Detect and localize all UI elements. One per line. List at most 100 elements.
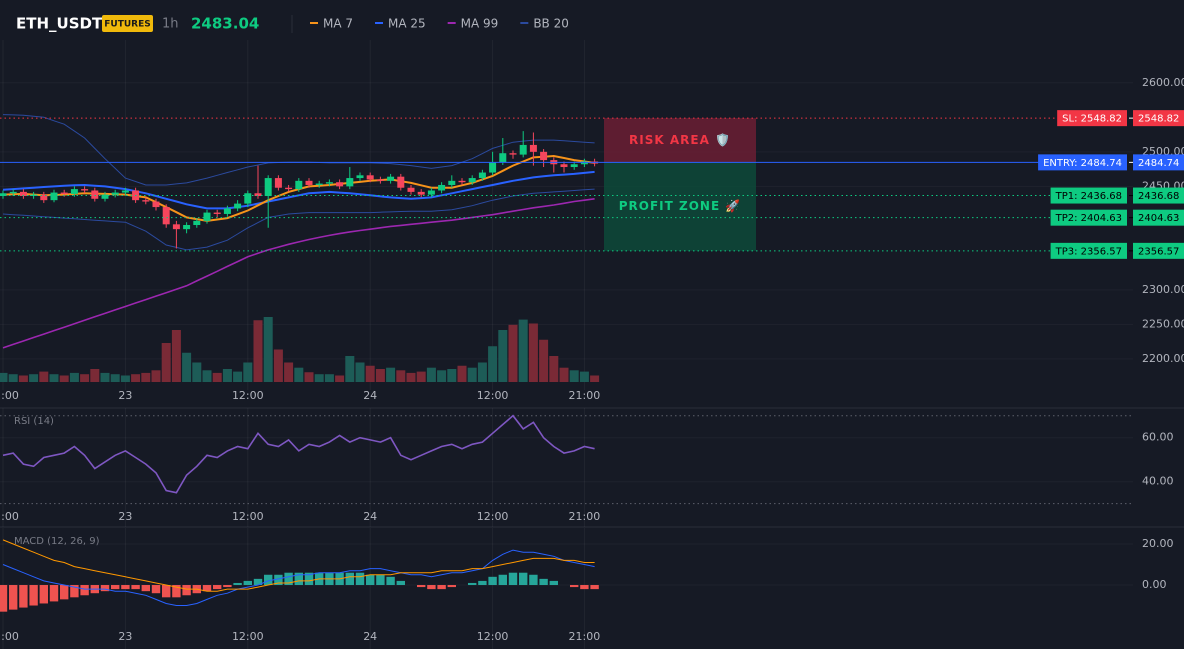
histogram-bar [529, 574, 538, 586]
histogram-bar [519, 572, 528, 586]
candle-body [40, 194, 48, 201]
candle-body [387, 176, 395, 181]
candle-body [30, 194, 38, 197]
level-badge [1050, 187, 1127, 204]
axis-badge [1133, 154, 1184, 171]
legend-label: MA 25 [388, 17, 426, 31]
volume-bar [488, 346, 498, 382]
candle-body [81, 189, 89, 191]
histogram-bar [478, 580, 487, 586]
volume-bar [131, 374, 141, 382]
x-tick-label: 12:00 [0, 510, 19, 523]
histogram-bar [111, 585, 120, 590]
x-tick-label: 24 [363, 630, 377, 643]
histogram-bar [182, 585, 191, 596]
volume-bar [304, 372, 314, 382]
volume-bar [202, 370, 212, 382]
histogram-bar [447, 585, 456, 588]
candle-body [213, 212, 221, 214]
candle-body [0, 193, 7, 197]
histogram-bar [39, 585, 48, 604]
histogram-bar [162, 585, 171, 598]
x-tick-label: 21:00 [569, 630, 601, 643]
candle-body [356, 175, 364, 179]
histogram-bar [121, 585, 130, 590]
x-tick-label: 24 [363, 389, 377, 402]
histogram-bar [488, 576, 497, 586]
candle-body [580, 161, 588, 165]
axis-label: 2436.68 [1138, 191, 1179, 202]
y-tick-label: 2200.00 [1142, 352, 1184, 365]
axis-badge [1133, 187, 1184, 204]
histogram-bar [417, 585, 426, 588]
x-tick-label: 12:00 [232, 630, 264, 643]
volume-bar [141, 372, 151, 382]
y-tick-label: 40.00 [1142, 475, 1174, 488]
candle-body [142, 200, 150, 202]
volume-bar [426, 367, 436, 382]
x-tick-label: 23 [118, 630, 132, 643]
level-label: ENTRY: 2484.74 [1043, 158, 1122, 169]
candle-body [529, 144, 537, 152]
histogram-bar [590, 585, 599, 590]
axis-badge [1133, 110, 1184, 127]
volume-bar [18, 375, 28, 382]
volume-bar [375, 369, 385, 382]
volume-bar [233, 371, 243, 382]
candle-body [121, 190, 129, 193]
volume-bar [253, 320, 263, 382]
histogram-bar [498, 574, 507, 586]
x-tick-label: 21:00 [569, 389, 601, 402]
candle-body [448, 180, 456, 185]
zone [604, 118, 756, 163]
volume-bar [324, 374, 334, 382]
axis-label: 2484.74 [1138, 158, 1179, 169]
axis-badge [1133, 242, 1184, 259]
x-tick-label: 12:00 [0, 630, 19, 643]
candle-body [274, 178, 282, 188]
candle-body [223, 208, 231, 214]
y-tick-label: 20.00 [1142, 537, 1174, 550]
axis-label: 2404.63 [1138, 213, 1179, 224]
candle-body [285, 187, 293, 190]
pane-title: RSI (14) [14, 416, 54, 427]
histogram-bar [386, 576, 395, 586]
candle-body [50, 192, 58, 201]
volume-bar [457, 365, 467, 382]
histogram-bar [437, 585, 446, 590]
histogram-bar [508, 572, 518, 586]
volume-bar [396, 370, 406, 382]
pane-title: MACD (12, 26, 9) [14, 536, 100, 547]
histogram-bar [539, 578, 548, 586]
y-tick-label: 2250.00 [1142, 317, 1184, 330]
volume-bar [508, 324, 518, 382]
histogram-bar [213, 585, 222, 590]
volume-bar [110, 374, 120, 382]
level-label: TP1: 2436.68 [1055, 191, 1122, 202]
histogram-bar [233, 582, 242, 586]
candle-body [519, 144, 527, 155]
volume-bar [498, 330, 508, 382]
volume-bar [355, 362, 365, 382]
x-tick-label: 12:00 [477, 389, 509, 402]
histogram-bar [366, 574, 375, 586]
y-tick-label: 2300.00 [1142, 283, 1184, 296]
candle-body [162, 207, 170, 225]
volume-bar [263, 317, 273, 382]
histogram-bar [427, 585, 436, 590]
candle-body [325, 182, 333, 184]
last-price: 2483.04 [191, 15, 259, 33]
rsi-line [2, 414, 595, 494]
candle-body [509, 153, 517, 155]
histogram-bar [376, 574, 385, 586]
x-tick-label: 12:00 [477, 630, 509, 643]
volume-bar [579, 371, 589, 382]
axis-label: 2548.82 [1138, 114, 1179, 125]
volume-bar [559, 367, 569, 382]
histogram-bar [0, 585, 8, 612]
candle-body [183, 225, 191, 230]
histogram-bar [70, 585, 79, 598]
candle-body [193, 220, 201, 226]
histogram-bar [345, 572, 354, 586]
